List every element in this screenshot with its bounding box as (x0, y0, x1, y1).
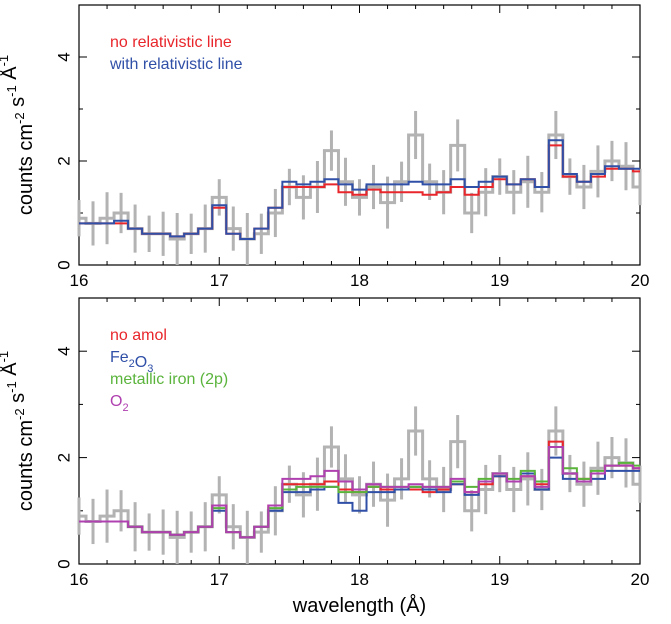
y-tick-label: 4 (54, 52, 73, 61)
x-tick-label: 18 (350, 570, 369, 589)
panel-1: 16 17 18 19 20 0 2 4 counts cm-2 s-1 Å-1 no relat… (0, 4, 650, 290)
legend-entry: with relativistic line (109, 56, 243, 73)
y-tick-label: 0 (54, 260, 73, 269)
y-axis-label: counts cm-2 s-1 Å-1 (0, 351, 37, 511)
y-tick-label: 4 (54, 346, 73, 355)
x-tick-label: 16 (70, 271, 89, 290)
y-tick-label: 2 (54, 156, 73, 165)
legend-entry: no relativistic line (110, 34, 232, 51)
legend-entry: Fe2O3 (110, 349, 153, 375)
x-tick-label: 17 (210, 271, 229, 290)
series-line-2 (79, 139, 640, 240)
x-tick-label: 19 (490, 570, 509, 589)
legend-entry: O2 (110, 393, 129, 414)
legend-entry: no amol (110, 327, 167, 344)
x-tick-label: 20 (631, 271, 650, 290)
legend-entry: metallic iron (2p) (110, 371, 228, 388)
x-axis-label: wavelength (Å) (292, 594, 426, 617)
x-tick-label: 19 (490, 271, 509, 290)
y-axis-label: counts cm-2 s-1 Å-1 (0, 55, 37, 215)
x-tick-label: 18 (350, 271, 369, 290)
x-tick-label: 20 (631, 570, 650, 589)
panel-2: 16 17 18 19 20 0 2 4 counts cm-2 s-1 Å-1 waveleng… (0, 297, 650, 617)
y-tick-label: 0 (54, 559, 73, 568)
y-tick-label: 2 (54, 453, 73, 462)
x-tick-label: 16 (70, 570, 89, 589)
x-tick-label: 17 (210, 570, 229, 589)
series-line-4 (79, 445, 640, 539)
